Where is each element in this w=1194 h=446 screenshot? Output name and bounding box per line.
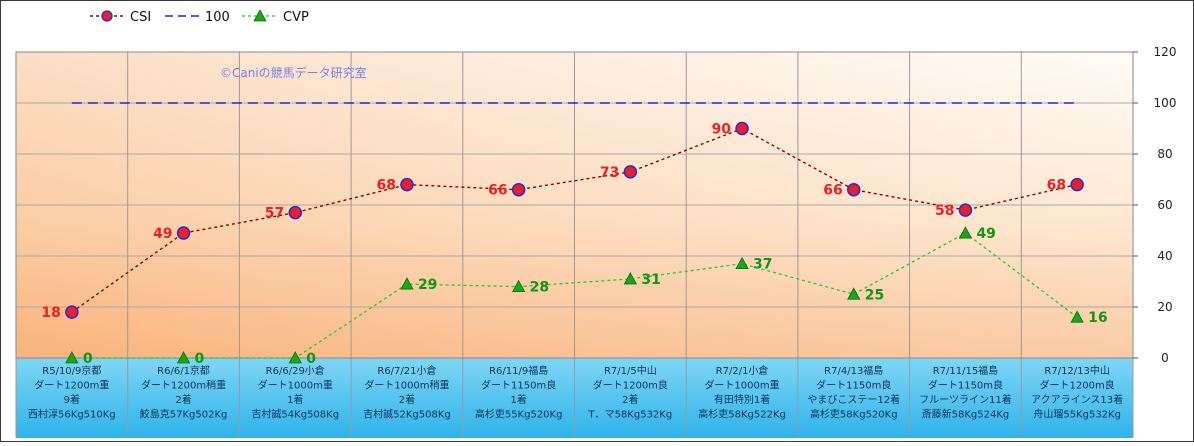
- watermark: ©Caniの競馬データ研究室: [220, 65, 367, 80]
- cvp-point: [958, 226, 973, 239]
- category-label-line: 斎藤新58Kg524Kg: [922, 408, 1010, 421]
- category-label-line: 吉村誠54Kg508Kg: [251, 408, 339, 421]
- category-label-line: T．マ58Kg532Kg: [587, 410, 672, 421]
- csi-value-label: 18: [41, 305, 60, 321]
- category-label-line: R6/7/21小倉: [377, 364, 436, 377]
- legend-label-cvp: CVP: [283, 10, 309, 25]
- category-label-line: 1着: [510, 393, 526, 406]
- csi-point: [958, 203, 973, 217]
- category-label-line: R7/1/5中山: [604, 364, 657, 377]
- legend-marker-csi: [101, 10, 113, 22]
- cvp-value-label: 49: [976, 226, 995, 242]
- csi-point: [1070, 177, 1084, 192]
- y-tick-label: 0: [1161, 351, 1169, 365]
- category-label-line: ダート1150m良: [928, 379, 1003, 392]
- cvp-value-label: 0: [195, 351, 205, 367]
- csi-value-label: 73: [600, 165, 619, 181]
- cvp-point: [65, 351, 79, 364]
- csi-point: [735, 121, 749, 136]
- cvp-point: [847, 287, 861, 300]
- csi-point: [511, 182, 526, 197]
- y-tick-label: 20: [1157, 300, 1172, 314]
- csi-value-label: 68: [376, 178, 395, 194]
- category-label-line: フルーツライン11着: [919, 393, 1012, 406]
- y-tick-label: 60: [1157, 198, 1172, 212]
- category-label-line: ダート1200m重: [34, 379, 109, 392]
- category-label-line: ダート1200m稍重: [141, 379, 226, 392]
- cvp-point: [735, 256, 749, 270]
- cvp-point: [623, 272, 638, 285]
- category-label-line: 高杉吏58Kg520Kg: [810, 408, 898, 421]
- series-line-csi: [71, 127, 1078, 313]
- category-label-line: 9着: [64, 393, 80, 406]
- category-label-line: R7/2/1小倉: [716, 364, 769, 377]
- category-label-line: 1着: [287, 393, 303, 406]
- category-label-line: ダート1000m稍重: [364, 379, 449, 392]
- cvp-point: [400, 277, 414, 290]
- csi-value-label: 58: [935, 203, 954, 219]
- category-label-line: 西村淳56Kg510Kg: [28, 408, 116, 421]
- cvp-value-label: 37: [753, 257, 772, 273]
- category-label-line: 2着: [622, 393, 638, 406]
- y-tick-label: 100: [1154, 96, 1177, 110]
- legend-marker-cvp: [253, 9, 267, 22]
- category-label-line: R7/4/13福島: [824, 364, 883, 377]
- cvp-value-label: 25: [865, 287, 884, 303]
- cvp-point: [176, 351, 191, 364]
- category-label-line: 舟山瑠55Kg532Kg: [1033, 408, 1121, 421]
- cvp-value-label: 16: [1088, 310, 1107, 326]
- category-label-line: 2着: [175, 393, 191, 406]
- cvp-value-label: 0: [83, 351, 93, 367]
- category-label-line: R7/11/15福島: [933, 364, 999, 377]
- y-tick-label: 40: [1157, 249, 1172, 263]
- csi-point: [176, 226, 191, 240]
- csi-value-label: 68: [1047, 178, 1066, 194]
- csi-point: [623, 165, 638, 179]
- csi-value-label: 66: [823, 183, 842, 199]
- category-label-line: アクアラインス13着: [1031, 393, 1123, 406]
- category-label-line: 吉村誠52Kg508Kg: [363, 408, 451, 421]
- category-label-line: ダート1000m重: [704, 379, 779, 392]
- category-label-line: R6/6/1京都: [157, 364, 210, 377]
- category-label-line: 高杉吏58Kg522Kg: [698, 408, 786, 421]
- csi-value-label: 66: [488, 183, 507, 199]
- legend-label-100: 100: [205, 10, 230, 25]
- y-tick-label: 120: [1154, 45, 1177, 59]
- cvp-point: [1070, 310, 1084, 323]
- category-label-line: 高杉吏55Kg520Kg: [475, 408, 563, 421]
- cvp-point: [511, 279, 526, 293]
- csi-point: [288, 205, 302, 220]
- category-label-line: ダート1150m良: [816, 379, 891, 392]
- category-label-line: R7/12/13中山: [1044, 364, 1110, 377]
- csi-value-label: 57: [265, 206, 284, 222]
- csi-point: [400, 177, 414, 192]
- y-tick-label: 80: [1157, 147, 1172, 161]
- legend-label-csi: CSI: [130, 10, 151, 25]
- cvp-value-label: 29: [418, 277, 437, 293]
- category-label-line: R6/11/9福島: [489, 364, 548, 377]
- category-label-line: ダート1000m重: [258, 379, 333, 392]
- category-label-line: 有田特別1着: [714, 393, 770, 406]
- csi-value-label: 49: [153, 226, 172, 242]
- category-label-line: ダート1200m良: [593, 379, 668, 392]
- csi-value-label: 90: [712, 122, 732, 138]
- category-label-line: ダート1200m良: [1040, 379, 1115, 392]
- category-label-line: ダート1150m良: [481, 379, 556, 392]
- cvp-point: [288, 351, 302, 364]
- cvp-value-label: 28: [530, 280, 549, 296]
- cvp-value-label: 31: [641, 272, 660, 288]
- category-label-line: R6/6/29小倉: [266, 364, 325, 377]
- category-label-line: やまびこステー12着: [807, 393, 900, 406]
- category-label-line: R5/10/9京都: [42, 364, 101, 377]
- csi-point: [847, 182, 861, 197]
- cvp-value-label: 0: [306, 351, 316, 367]
- category-label-line: 2着: [399, 393, 415, 406]
- csi-point: [65, 305, 79, 319]
- category-label-line: 鮫島克57Kg502Kg: [140, 408, 228, 421]
